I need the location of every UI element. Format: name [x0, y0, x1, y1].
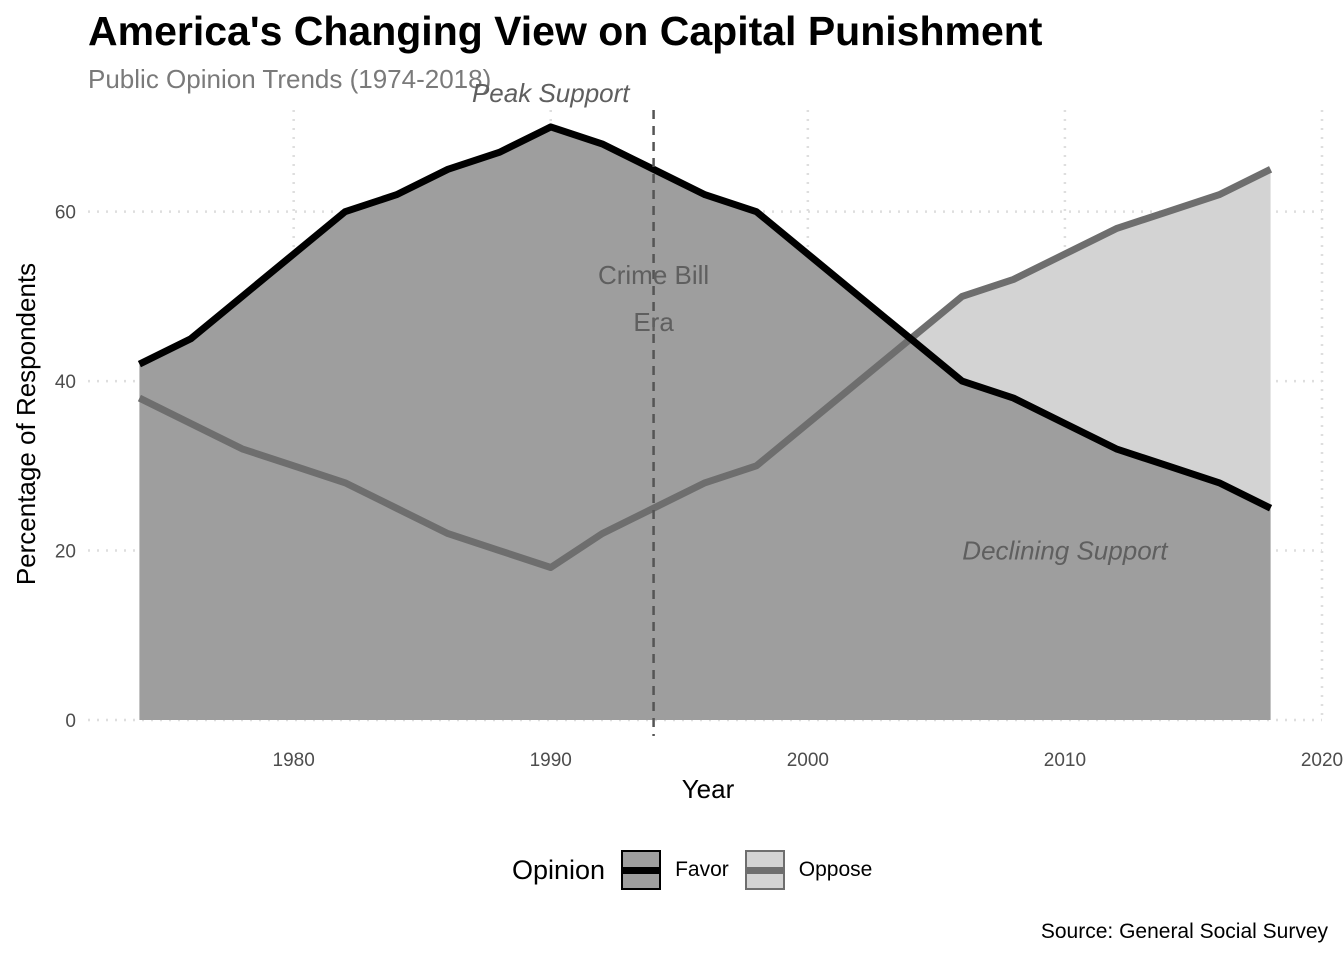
- line-oppose: [137, 166, 1273, 571]
- annotation-1: Crime Bill: [598, 260, 709, 290]
- annotation-2: Era: [633, 307, 674, 337]
- y-tick-label: 60: [55, 203, 76, 224]
- chart-subtitle: Public Opinion Trends (1974-2018): [88, 64, 492, 94]
- legend-key-oppose: [744, 850, 785, 890]
- x-tick-label: 2000: [787, 750, 829, 771]
- area-layers: [139, 126, 1271, 721]
- y-tick-label: 40: [55, 372, 76, 393]
- annotation-0: Peak Support: [472, 78, 631, 108]
- x-axis-title: Year: [682, 774, 735, 804]
- chart-title: America's Changing View on Capital Punis…: [88, 8, 1043, 54]
- series-lines: [137, 123, 1273, 571]
- legend-label-oppose: Oppose: [798, 858, 873, 881]
- x-axis-ticks: 1980 1990 2000 2010 2020: [273, 750, 1344, 771]
- x-tick-label: 2020: [1301, 750, 1343, 771]
- legend-title: Opinion: [512, 854, 606, 885]
- y-tick-label: 20: [55, 542, 76, 563]
- x-tick-label: 1980: [273, 750, 315, 771]
- area-favor: [139, 126, 1271, 720]
- x-tick-label: 2010: [1044, 750, 1086, 771]
- y-axis-title: Percentage of Respondents: [11, 263, 41, 585]
- annotation-3: Declining Support: [962, 536, 1169, 566]
- legend-label-favor: Favor: [675, 858, 729, 881]
- line-favor: [137, 123, 1273, 512]
- y-tick-label: 0: [65, 711, 76, 732]
- source-caption: Source: General Social Survey: [1040, 920, 1328, 943]
- x-tick-label: 1990: [530, 750, 572, 771]
- legend-key-favor: [621, 850, 662, 890]
- y-axis-ticks: 0 20 40 60: [55, 203, 76, 732]
- annotations: Peak Support Crime Bill Era Declining Suppo…: [472, 78, 1169, 566]
- legend: Opinion Favor Oppose: [512, 846, 888, 894]
